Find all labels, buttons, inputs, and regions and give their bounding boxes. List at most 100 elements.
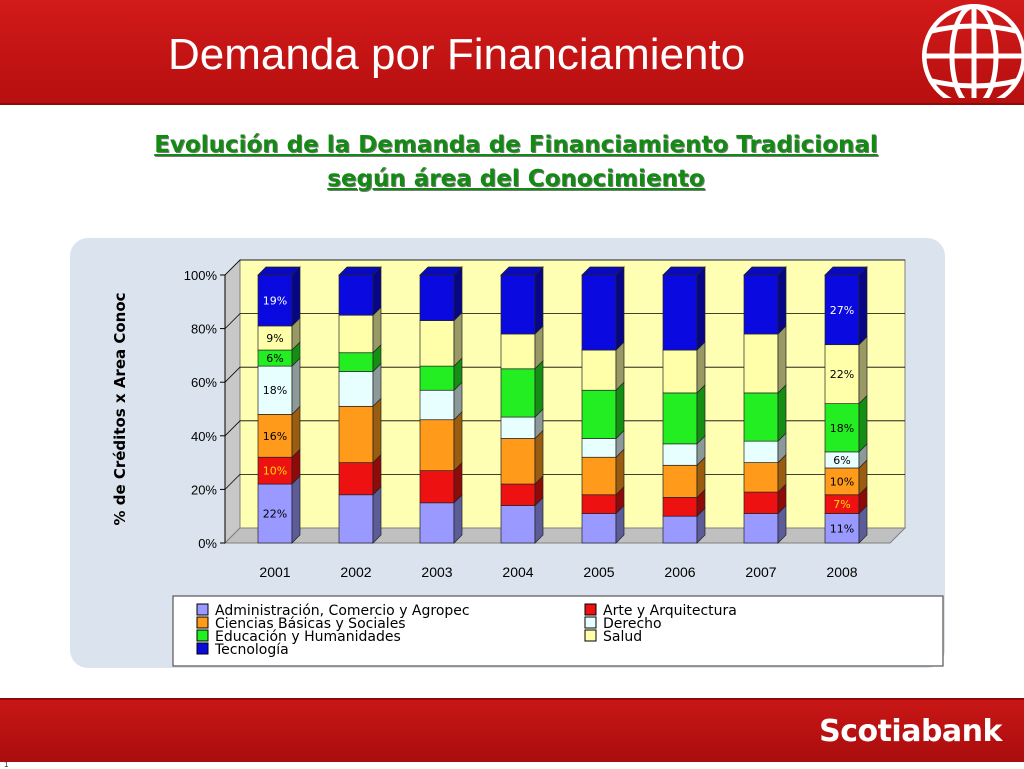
bar-segment [500,359,544,418]
x-tick-label: 2003 [421,564,452,580]
bar-front [419,419,455,471]
legend-label: Educación y Humanidades [215,629,401,645]
x-tick-label: 2005 [583,564,614,580]
bar-side [777,325,787,394]
legend-swatch [196,616,209,629]
legend-label: Ciencias Básicas y Sociales [215,616,406,632]
bar-side [372,485,382,544]
bar-segment [581,381,625,440]
bar-segment [257,448,301,485]
bar-side [615,266,625,351]
bar-front [581,389,617,439]
bar-segment [500,429,544,485]
scotiabank-logo: Scotiabank [819,714,1002,749]
y-tick-label: 0% [198,536,217,551]
chart-panel: 0% 20% 40% 60% 80% 100% % de Créditos x Area C… [70,238,945,668]
slide-title: Demanda por Financiamiento [168,30,746,79]
bar-front [824,403,860,453]
legend-swatch [584,629,597,642]
bar-segment [743,432,787,464]
bar-front [662,443,698,466]
bar-front [662,497,698,517]
legend-swatch [584,603,597,616]
legend-item: Ciencias Básicas y Sociales [196,616,406,632]
bar-front [419,320,455,367]
bar-top [500,266,544,276]
y-axis-label: % de Créditos x Area Conoc [111,292,129,525]
bar-segment [500,266,544,335]
bar-front [662,274,698,351]
x-tick-label: 2001 [259,564,290,580]
bar-segment [500,325,544,370]
bar-front [743,392,779,442]
bar-front [743,462,779,493]
bar-side [291,266,301,327]
bar-segment [824,459,868,496]
bar-front [419,470,455,504]
bar-side [777,266,787,335]
legend [172,595,944,667]
bar-segment [338,453,382,496]
legend-label: Salud [603,629,642,645]
bar-segment [500,408,544,440]
y-tick-label: 100% [184,268,218,283]
bar-segment [743,483,787,515]
chart-heading-line-2: según área del Conocimiento [327,166,705,192]
bar-segment [824,394,868,453]
bar-front [338,274,374,316]
bar-front [338,405,374,463]
bar-segment [338,362,382,408]
slide-number: 1 [4,760,9,769]
x-tick-label: 2006 [664,564,695,580]
bar-top [743,266,787,276]
bar-front [338,352,374,372]
x-tick-label: 2007 [745,564,776,580]
legend-swatch [196,642,209,655]
bar-front [500,505,536,544]
bar-front [662,392,698,445]
bar-top [419,266,463,276]
data-label: 6% [266,352,283,365]
legend-label: Derecho [603,616,662,632]
bar-segment [581,504,625,544]
bar-segment [662,266,706,351]
bar-segment [257,341,301,367]
chart-heading: Evolución de la Demanda de Financiamient… [60,128,972,196]
x-tick-label: 2002 [340,564,371,580]
stacked-bar-chart: 0% 20% 40% 60% 80% 100% % de Créditos x Area C… [111,258,944,667]
bar-segment [419,357,463,392]
footer-bar: Scotiabank [0,698,1024,762]
bar-segment [338,485,382,544]
bar-side [291,405,301,459]
bar-segment [662,456,706,499]
legend-swatch [196,603,209,616]
y-tick-label: 60% [191,375,217,390]
legend-item: Derecho [584,616,662,632]
bar-front [581,438,617,458]
bar-front [500,333,536,370]
bar-front [500,438,536,485]
bar-segment [419,410,463,472]
bar-segment [581,266,625,351]
bar-front [743,333,779,394]
globe-logo-icon [922,4,1024,98]
bar-front [743,274,779,335]
data-label: 7% [833,498,850,511]
data-label: 18% [830,422,854,435]
bar-front [500,483,536,506]
bar-front [824,274,860,346]
bar-segment [338,397,382,464]
bar-segment [743,266,787,335]
bar-segment [257,317,301,351]
bar-front [419,389,455,421]
bar-segment [662,507,706,544]
bar-front [419,365,455,391]
bar-front [581,494,617,514]
bar-side [372,397,382,464]
legend-item: Administración, Comercio y Agropec [196,603,470,619]
bar-segment [662,384,706,445]
bar-front [662,515,698,544]
data-label: 10% [830,475,854,488]
bar-segment [743,504,787,544]
chart-heading-line-1: Evolución de la Demanda de Financiamient… [154,132,878,158]
